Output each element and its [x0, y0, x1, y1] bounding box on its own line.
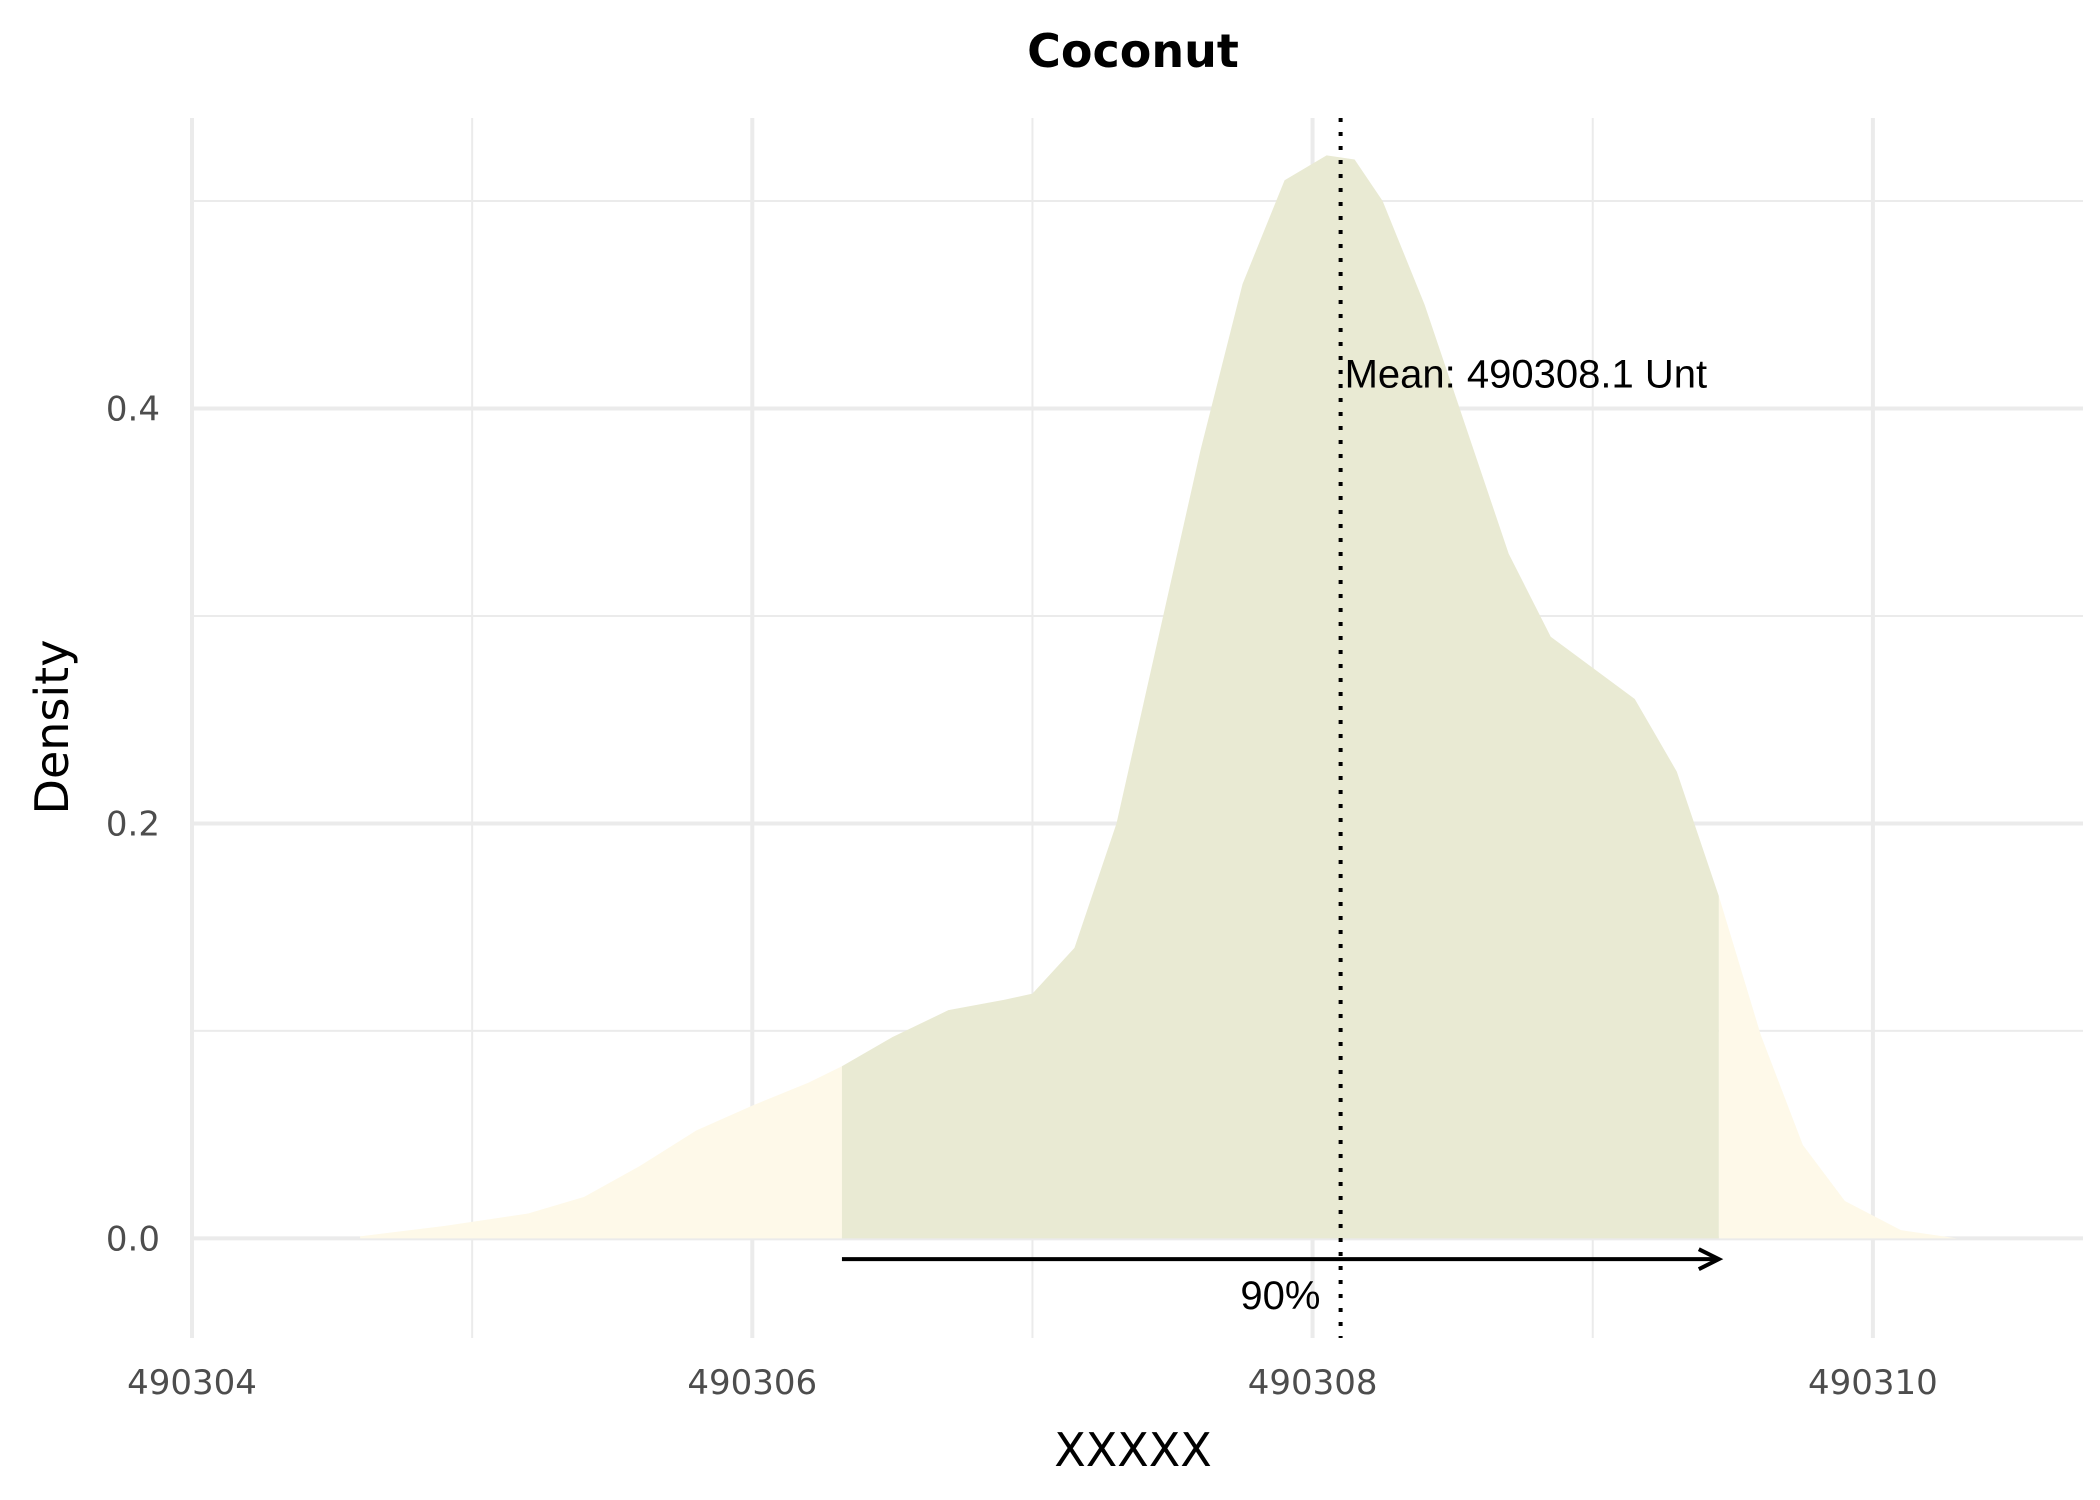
y-axis-title: Density: [25, 640, 79, 815]
mean-label: Mean: 490308.1 Unt: [1345, 353, 1707, 397]
interval-label: 90%: [1240, 1274, 1320, 1318]
x-axis-title: XXXXX: [1054, 1423, 1212, 1477]
density-tail-right: [1718, 896, 1957, 1239]
y-tick-label: 0.0: [106, 1219, 160, 1259]
y-tick-label: 0.4: [106, 389, 160, 429]
annotations: Mean: 490308.1 Unt 90%: [841, 118, 1724, 1338]
y-tick-label: 0.2: [106, 804, 160, 844]
tick-labels: 490304 490306 490308 490310 0.0 0.2 0.4: [106, 389, 1938, 1403]
x-tick-label: 490304: [127, 1363, 257, 1403]
interval-arrow-head: [1697, 1247, 1724, 1271]
chart-title: Coconut: [1027, 24, 1239, 78]
density-interval-area: [841, 155, 1719, 1239]
x-tick-label: 490310: [1808, 1363, 1938, 1403]
density-tail-left: [360, 1066, 842, 1239]
x-tick-label: 490306: [687, 1363, 817, 1403]
density-areas: [360, 155, 1957, 1239]
x-tick-label: 490308: [1248, 1363, 1378, 1403]
